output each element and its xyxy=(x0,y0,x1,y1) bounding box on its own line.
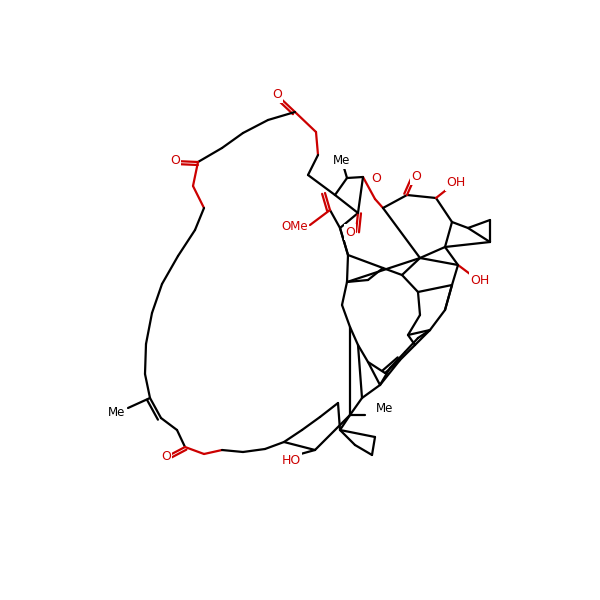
Text: O: O xyxy=(371,172,381,185)
Text: Me: Me xyxy=(376,401,394,415)
Text: O: O xyxy=(411,170,421,184)
Text: Me: Me xyxy=(109,406,125,419)
Text: Me: Me xyxy=(334,154,350,167)
Text: OMe: OMe xyxy=(281,220,308,232)
Text: O: O xyxy=(345,226,355,238)
Text: O: O xyxy=(272,88,282,101)
Text: HO: HO xyxy=(281,454,301,467)
Text: OH: OH xyxy=(470,274,490,286)
Text: O: O xyxy=(170,154,180,167)
Text: OH: OH xyxy=(446,176,466,190)
Text: O: O xyxy=(161,451,171,463)
